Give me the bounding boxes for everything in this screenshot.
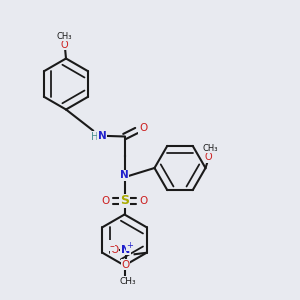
- Text: N: N: [120, 170, 129, 181]
- Text: O: O: [61, 40, 68, 50]
- Text: O: O: [122, 260, 130, 270]
- Text: +: +: [126, 241, 133, 250]
- Text: O: O: [140, 196, 148, 206]
- Text: CH₃: CH₃: [119, 277, 136, 286]
- Text: H: H: [91, 131, 98, 142]
- Text: O: O: [205, 152, 212, 163]
- Text: N: N: [121, 245, 130, 255]
- Text: –: –: [110, 241, 115, 251]
- Text: N: N: [98, 131, 106, 141]
- Text: CH₃: CH₃: [57, 32, 72, 40]
- Text: S: S: [120, 194, 129, 208]
- Text: CH₃: CH₃: [202, 144, 218, 153]
- Text: O: O: [110, 245, 118, 255]
- Text: O: O: [139, 123, 147, 133]
- Text: O: O: [101, 196, 109, 206]
